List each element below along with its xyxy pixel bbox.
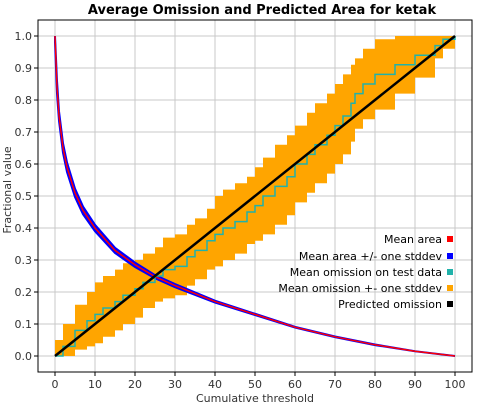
predicted-omission-line — [54, 35, 456, 357]
x-tick-label-10: 100 — [445, 378, 466, 391]
x-tick-label-0: 0 — [52, 378, 59, 391]
legend-label-mean-omission-stddev: Mean omission +- one stddev — [278, 282, 442, 295]
y-tick-label-6: 0.6 — [15, 158, 33, 171]
y-tick-label-2: 0.2 — [15, 286, 33, 299]
legend-label-mean-area: Mean area — [384, 233, 442, 246]
x-tick-label-3: 30 — [168, 378, 182, 391]
x-tick-label-8: 80 — [368, 378, 382, 391]
y-axis: 0.0 0.1 0.2 0.3 0.4 0.5 0.6 0.7 0.8 0.9 1.0 — [15, 30, 38, 363]
y-tick-label-5: 0.5 — [15, 190, 33, 203]
x-tick-label-2: 20 — [128, 378, 142, 391]
y-tick-label-8: 0.8 — [15, 94, 33, 107]
y-tick-label-3: 0.3 — [15, 254, 33, 267]
y-tick-label-4: 0.4 — [15, 222, 33, 235]
legend-swatch-mean-omission — [447, 269, 453, 275]
legend-swatch-mean-area — [447, 236, 453, 242]
chart-title: Average Omission and Predicted Area for … — [88, 3, 437, 18]
y-tick-label-10: 1.0 — [15, 30, 33, 43]
y-tick-label-9: 0.9 — [15, 62, 33, 75]
x-tick-label-1: 10 — [88, 378, 102, 391]
x-tick-label-9: 90 — [408, 378, 422, 391]
legend-swatch-mean-omission-stddev — [447, 285, 453, 291]
legend: Mean area Mean area +/- one stddev Mean om… — [278, 233, 453, 311]
legend-label-mean-omission: Mean omission on test data — [290, 266, 442, 279]
legend-swatch-predicted-omission — [447, 301, 453, 307]
mean-omission-line — [55, 36, 456, 357]
y-tick-label-1: 0.1 — [15, 318, 33, 331]
x-tick-label-6: 60 — [288, 378, 302, 391]
y-tick-label-7: 0.7 — [15, 126, 33, 139]
line-layer — [54, 35, 456, 357]
y-tick-label-0: 0.0 — [15, 350, 33, 363]
x-tick-label-5: 50 — [248, 378, 262, 391]
x-tick-label-4: 40 — [208, 378, 222, 391]
legend-label-predicted-omission: Predicted omission — [338, 298, 442, 311]
legend-swatch-mean-area-stddev — [447, 253, 453, 259]
x-axis: 0 10 20 30 40 50 60 70 80 90 100 — [52, 372, 466, 391]
x-axis-title: Cumulative threshold — [196, 392, 314, 405]
mean-area-line — [54, 35, 456, 357]
y-axis-title: Fractional value — [1, 146, 14, 233]
legend-label-mean-area-stddev: Mean area +/- one stddev — [299, 250, 443, 263]
x-tick-label-7: 70 — [328, 378, 342, 391]
